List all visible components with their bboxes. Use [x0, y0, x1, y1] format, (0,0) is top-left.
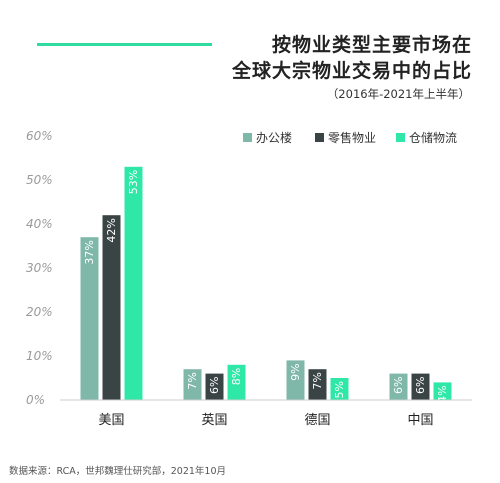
legend-label: 仓储物流 — [409, 130, 457, 145]
bar-value-label: 37% — [83, 240, 96, 264]
legend-swatch — [243, 133, 252, 142]
bar — [308, 369, 327, 400]
legend-swatch — [315, 133, 324, 142]
legend: 办公楼 零售物业 仓储物流 — [243, 130, 457, 145]
bar — [330, 378, 349, 400]
bar-value-label: 6% — [392, 377, 405, 394]
chart-title-line-1: 按物业类型主要市场在 — [271, 34, 472, 56]
y-tick-label: 20% — [26, 305, 53, 319]
bar — [433, 382, 452, 400]
bar — [286, 360, 305, 400]
bar — [205, 373, 224, 400]
legend-label: 办公楼 — [256, 130, 292, 145]
legend-label: 零售物业 — [328, 130, 376, 145]
y-tick-label: 30% — [26, 261, 53, 275]
bar-value-label: 6% — [208, 377, 221, 394]
title-accent-line — [37, 43, 212, 46]
chart-subtitle: （2016年-2021年上半年） — [326, 87, 470, 101]
bar — [227, 364, 246, 400]
y-tick-label: 50% — [26, 173, 53, 187]
bar — [183, 369, 202, 400]
y-tick-label: 10% — [26, 349, 53, 363]
bar-value-label: 7% — [311, 372, 324, 389]
source-note: 数据来源：RCA，世邦魏理仕研究部，2021年10月 — [9, 466, 227, 477]
bar-value-label: 6% — [414, 377, 427, 394]
chart-title-line-2: 全球大宗物业交易中的占比 — [231, 60, 472, 82]
x-category-label: 中国 — [407, 413, 433, 428]
bar-value-label: 7% — [186, 372, 199, 389]
bar — [124, 166, 143, 400]
y-tick-label: 60% — [26, 129, 53, 143]
bar-value-label: 8% — [230, 368, 243, 385]
bar-value-label: 5% — [333, 381, 346, 398]
x-category-label: 德国 — [304, 413, 330, 428]
bar-value-label: 53% — [127, 170, 140, 194]
bar-value-label: 9% — [289, 363, 302, 380]
bar-value-label: 42% — [105, 218, 118, 242]
bar — [80, 237, 99, 400]
x-category-label: 英国 — [201, 413, 227, 428]
bars: 37% 42% 53% 7% 6% 8% 9% 7% 5% 6% 6% 4% — [80, 166, 452, 403]
y-tick-label: 0% — [26, 393, 45, 407]
bar — [411, 373, 430, 400]
y-axis: 0% 10% 20% 30% 40% 50% 60% — [26, 129, 53, 407]
y-tick-label: 40% — [26, 217, 53, 231]
bar-value-label: 4% — [436, 385, 449, 402]
bar — [389, 373, 408, 400]
legend-swatch — [396, 133, 405, 142]
x-axis: 美国 英国 德国 中国 — [60, 399, 472, 428]
x-category-label: 美国 — [98, 413, 124, 428]
bar — [102, 215, 121, 400]
